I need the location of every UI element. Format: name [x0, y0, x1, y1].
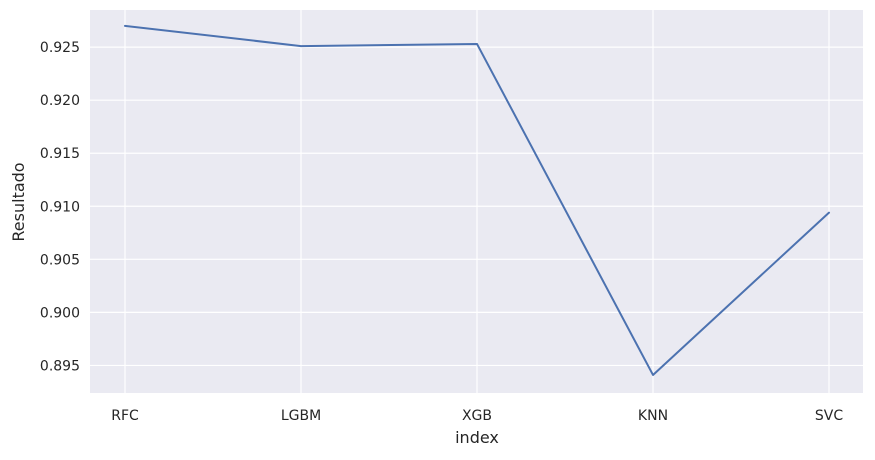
y-axis-label: Resultado: [9, 162, 28, 241]
x-tick-label: KNN: [638, 408, 668, 424]
y-tick-label: 0.910: [40, 199, 80, 215]
x-tick-label: LGBM: [281, 408, 321, 424]
x-tick-label: XGB: [462, 408, 492, 424]
y-axis-ticks: 0.895 0.900 0.905 0.910 0.915 0.920 0.925: [40, 40, 80, 374]
x-tick-label: SVC: [815, 408, 843, 424]
y-tick-label: 0.915: [40, 146, 80, 162]
y-tick-label: 0.905: [40, 252, 80, 268]
y-tick-label: 0.920: [40, 93, 80, 109]
y-tick-label: 0.925: [40, 40, 80, 56]
x-tick-label: RFC: [111, 408, 139, 424]
y-tick-label: 0.900: [40, 305, 80, 321]
x-axis-ticks: RFC LGBM XGB KNN SVC: [111, 408, 843, 424]
x-axis-label: index: [455, 428, 499, 447]
y-tick-label: 0.895: [40, 358, 80, 374]
